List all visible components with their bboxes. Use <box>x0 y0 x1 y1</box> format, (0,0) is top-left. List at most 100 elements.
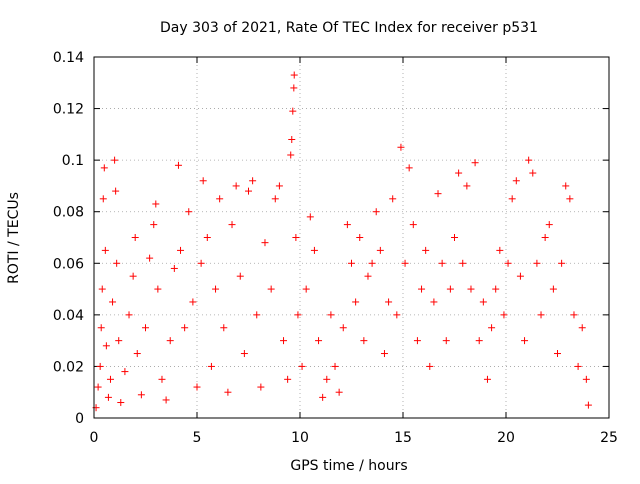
data-point <box>302 285 310 293</box>
data-point <box>280 337 288 345</box>
data-point <box>287 151 295 159</box>
data-point <box>500 311 508 319</box>
data-point <box>537 311 545 319</box>
data-point <box>212 285 220 293</box>
y-tick-label: 0.04 <box>53 308 84 324</box>
data-point <box>249 177 257 185</box>
data-point <box>170 264 178 272</box>
data-point <box>236 272 244 280</box>
data-point <box>290 71 298 79</box>
data-point <box>275 182 283 190</box>
data-point <box>512 177 520 185</box>
data-point <box>133 350 141 358</box>
data-point <box>152 200 160 208</box>
y-tick-label: 0.1 <box>62 153 84 169</box>
data-point <box>310 246 318 254</box>
data-point <box>570 311 578 319</box>
data-point <box>117 399 125 407</box>
y-tick-label: 0.14 <box>53 50 84 66</box>
data-point <box>111 156 119 164</box>
data-point <box>323 375 331 383</box>
data-point <box>352 298 360 306</box>
data-point <box>232 182 240 190</box>
data-point <box>125 311 133 319</box>
data-point <box>106 375 114 383</box>
data-point <box>348 259 355 267</box>
data-point <box>290 84 298 92</box>
data-point <box>97 324 105 332</box>
data-point <box>459 259 467 267</box>
data-point <box>129 272 137 280</box>
data-point <box>385 298 393 306</box>
data-point <box>566 195 574 203</box>
x-tick-label: 15 <box>394 430 412 446</box>
x-tick-label: 0 <box>90 430 99 446</box>
data-point <box>267 285 275 293</box>
data-point <box>112 187 120 195</box>
x-axis-label: GPS time / hours <box>290 458 407 474</box>
data-point <box>199 177 207 185</box>
plot-frame <box>93 56 610 419</box>
data-point <box>294 311 302 319</box>
data-point <box>521 337 529 345</box>
data-point <box>216 195 224 203</box>
y-tick-label: 0.08 <box>53 205 84 221</box>
x-tick-label: 20 <box>497 430 515 446</box>
data-point <box>389 195 397 203</box>
data-point <box>525 156 533 164</box>
data-point <box>393 311 401 319</box>
data-point <box>158 375 166 383</box>
data-point <box>549 285 557 293</box>
data-point <box>142 324 149 332</box>
data-point <box>380 350 388 358</box>
data-point <box>364 272 372 280</box>
y-axis-label: ROTI / TECUs <box>6 192 22 284</box>
data-point <box>492 285 500 293</box>
x-tick-label: 5 <box>193 430 202 446</box>
data-point <box>121 368 129 376</box>
data-point <box>475 337 483 345</box>
chart-title: Day 303 of 2021, Rate Of TEC Index for r… <box>160 20 538 36</box>
data-point <box>240 350 248 358</box>
data-point <box>220 324 228 332</box>
data-point <box>306 213 314 221</box>
data-point <box>343 221 351 229</box>
data-point <box>360 337 368 345</box>
data-point <box>292 234 300 241</box>
data-point <box>257 383 265 391</box>
data-point <box>185 208 193 216</box>
data-point <box>150 221 158 229</box>
data-point <box>99 195 107 203</box>
data-point <box>442 337 450 345</box>
data-point <box>207 362 215 370</box>
data-point <box>554 350 561 358</box>
data-point <box>193 383 201 391</box>
data-point <box>533 259 541 267</box>
data-point <box>98 285 106 293</box>
data-point <box>298 362 306 370</box>
data-point <box>496 246 504 254</box>
data-point <box>467 285 475 293</box>
data-point <box>115 337 123 345</box>
data-point <box>418 285 426 293</box>
data-point <box>315 337 323 345</box>
data-point <box>319 393 327 401</box>
data-point <box>104 393 112 401</box>
data-point <box>401 259 409 267</box>
data-point <box>529 169 537 177</box>
data-point <box>100 164 108 172</box>
data-point <box>574 362 582 370</box>
data-point <box>541 234 549 241</box>
data-point <box>331 362 339 370</box>
data-point <box>455 169 463 177</box>
data-point <box>289 107 297 115</box>
y-tick-label: 0.06 <box>53 256 84 272</box>
data-point <box>109 298 117 306</box>
data-point <box>96 362 104 370</box>
x-tick-label: 25 <box>600 430 618 446</box>
data-point <box>479 298 487 306</box>
data-point <box>101 246 109 254</box>
data-point <box>181 324 189 332</box>
data-point <box>397 143 405 151</box>
